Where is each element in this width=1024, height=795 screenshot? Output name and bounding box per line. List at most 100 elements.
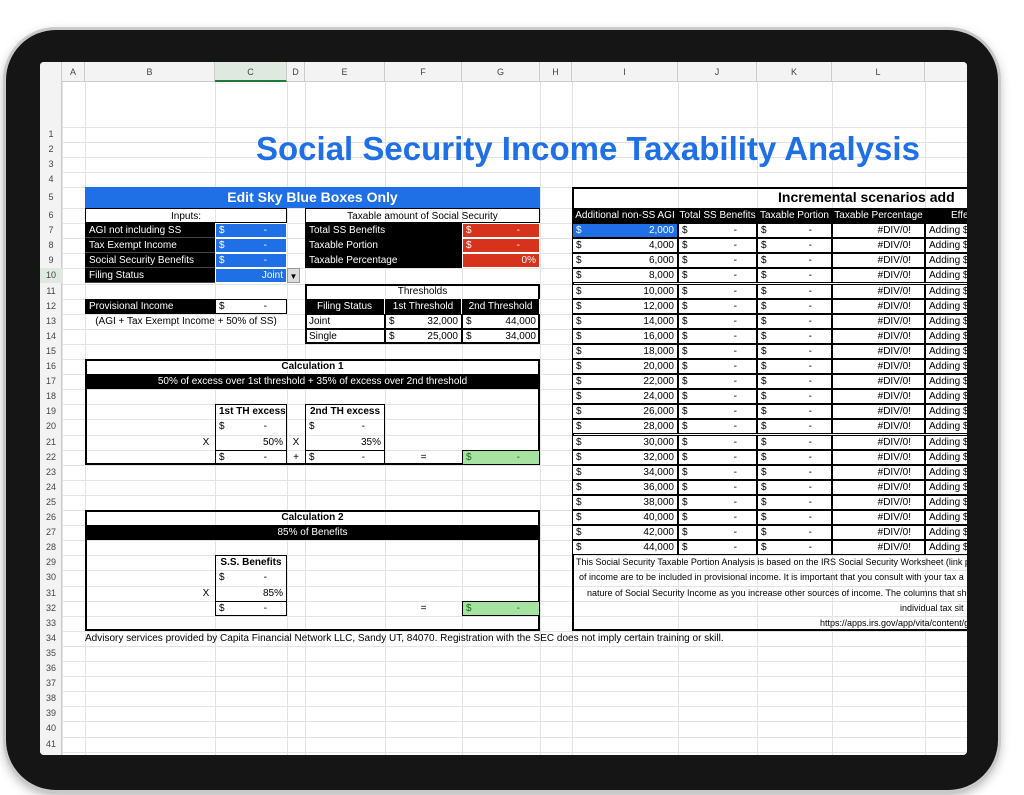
- value: -: [733, 481, 737, 493]
- value: 44,000: [643, 542, 674, 554]
- scenario-percent: #DIV/0!: [877, 240, 911, 252]
- scenario-cell: [925, 298, 967, 314]
- scenario-cell: [572, 359, 678, 375]
- currency: $: [576, 512, 582, 523]
- row-header: 17: [45, 376, 56, 387]
- value: -: [808, 436, 812, 448]
- currency: $: [576, 406, 582, 418]
- scenario-cell: [678, 479, 757, 495]
- scenario-cell: [757, 238, 832, 254]
- currency: $: [761, 285, 767, 297]
- scenario-cell: [678, 343, 757, 359]
- value: -: [808, 345, 812, 357]
- currency: $: [389, 315, 395, 327]
- calc-subtitle: 85% of Benefits: [85, 525, 540, 541]
- scenario-cell: [832, 359, 925, 375]
- scenario-percent: #DIV/0!: [877, 421, 911, 433]
- currency: $: [761, 542, 767, 554]
- value: -: [516, 225, 520, 237]
- scenario-cell: [925, 419, 967, 435]
- value: -: [733, 285, 737, 297]
- currency: $: [466, 602, 472, 614]
- scenario-cell: [572, 494, 678, 510]
- title: Social Security Income Taxability Analys…: [256, 130, 920, 167]
- row-header-bar: [40, 62, 62, 755]
- currency: $: [761, 451, 767, 463]
- row-header: 41: [45, 738, 56, 749]
- scenario-cell: [678, 253, 757, 269]
- scenario-cell: [832, 404, 925, 420]
- value: -: [263, 255, 267, 267]
- scenario-cell: [925, 404, 967, 420]
- scenario-effect: Adding $: [929, 376, 967, 388]
- value: -: [263, 572, 267, 584]
- value: 30,000: [643, 436, 674, 448]
- column-header: J: [678, 62, 757, 82]
- value: 34,000: [505, 330, 536, 342]
- scenario-cell: [757, 374, 832, 390]
- scenario-note: https://apps.irs.gov/app/vita/content/g: [820, 617, 967, 628]
- row-header: 9: [48, 255, 54, 266]
- scenario-effect: Adding $: [929, 542, 967, 554]
- grid-line: [62, 82, 63, 755]
- currency: $: [761, 315, 767, 327]
- scenario-cell: [678, 419, 757, 435]
- currency: $: [761, 391, 767, 403]
- scenario-cell: [572, 298, 678, 314]
- value: -: [808, 270, 812, 282]
- scenario-note: nature of Social Security Income as you …: [587, 587, 967, 598]
- scenario-cell: [678, 434, 757, 450]
- grid-line: [40, 268, 967, 270]
- grid-line: [40, 570, 967, 572]
- value: -: [733, 300, 737, 312]
- row-header: 24: [45, 481, 56, 492]
- scenario-cell: [925, 328, 967, 344]
- scenario-column: Taxable Portion: [757, 208, 832, 224]
- value: 24,000: [643, 391, 674, 403]
- calc-box-header: 2nd TH excess: [309, 406, 381, 418]
- taxable-label: Taxable Portion: [305, 238, 462, 254]
- currency: $: [389, 330, 395, 342]
- scenario-note: individual tax sit: [900, 602, 964, 613]
- column-header: I: [572, 62, 678, 82]
- currency: $: [761, 421, 767, 433]
- calc-box: [85, 510, 540, 631]
- calc-inner-box: [215, 555, 287, 616]
- scenario-cell: [832, 389, 925, 405]
- scenario-cell: [678, 404, 757, 420]
- row-header: 4: [48, 174, 54, 184]
- column-header: A: [62, 62, 85, 82]
- scenario-percent: #DIV/0!: [877, 512, 911, 523]
- grid-line: [40, 676, 967, 678]
- currency: $: [682, 361, 688, 372]
- value: 25,000: [427, 330, 458, 342]
- scenario-effect: Adding $: [929, 285, 967, 297]
- scenario-cell: [572, 464, 678, 480]
- taxable-value: 0%: [521, 255, 536, 267]
- provisional-cell: [215, 298, 287, 314]
- row-header: 34: [45, 632, 56, 643]
- currency: $: [466, 330, 472, 342]
- value: -: [808, 406, 812, 418]
- scenario-effect: Adding $: [929, 527, 967, 539]
- currency: $: [576, 240, 582, 252]
- value: -: [733, 330, 737, 342]
- currency: $: [576, 391, 582, 403]
- threshold-status: Single: [309, 330, 337, 342]
- grid-line: [385, 82, 386, 755]
- currency: $: [576, 225, 582, 237]
- scenario-percent: #DIV/0!: [877, 315, 911, 327]
- column-header: F: [385, 62, 462, 82]
- calc-equals: =: [420, 602, 427, 614]
- scenario-cell: [678, 283, 757, 299]
- scenario-cell: [832, 298, 925, 314]
- input-cell: [215, 238, 287, 254]
- threshold-cell: [385, 328, 462, 344]
- row-header: 13: [45, 315, 56, 326]
- value: -: [733, 225, 737, 237]
- grid-line: [462, 82, 463, 755]
- value: 22,000: [643, 376, 674, 388]
- value: -: [808, 481, 812, 493]
- value: 34,000: [643, 466, 674, 478]
